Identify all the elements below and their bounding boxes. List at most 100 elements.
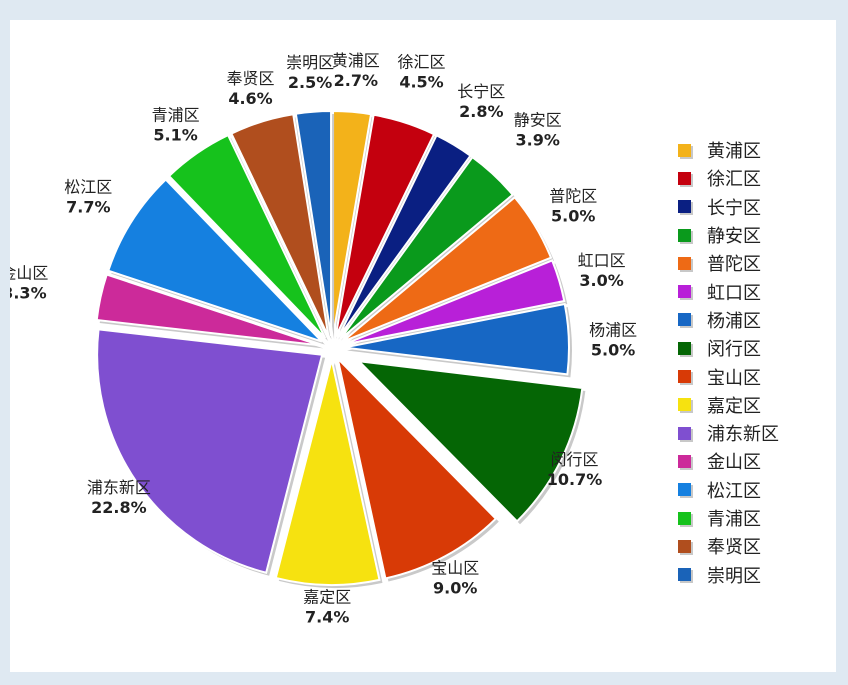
pie-slice <box>294 110 333 337</box>
pie-slice <box>336 355 498 580</box>
legend-swatch <box>678 511 691 525</box>
pie-slice <box>341 195 553 343</box>
pie-slices <box>95 110 586 588</box>
legend-label: 宝山区 <box>707 367 761 389</box>
slice-label-pct: 5.0% <box>591 340 635 359</box>
legend-swatch <box>678 370 691 384</box>
slice-label-name: 嘉定区 <box>303 588 351 607</box>
legend-item: 金山区 <box>678 447 828 475</box>
legend-item: 奉贤区 <box>678 532 828 560</box>
slice-label-pct: 3.3% <box>10 283 47 302</box>
legend: 黄浦区徐汇区长宁区静安区普陀区虹口区杨浦区闵行区宝山区嘉定区 浦东新区金山区松江区… <box>678 136 828 589</box>
slice-label-name: 虹口区 <box>578 251 626 270</box>
slice-label-pct: 3.9% <box>516 131 560 150</box>
slice-label-pct: 2.7% <box>334 71 378 90</box>
slice-label-name: 长宁区 <box>457 82 505 101</box>
legend-item: 长宁区 <box>678 193 828 221</box>
legend-swatch <box>678 285 691 299</box>
pie-slice <box>334 113 436 338</box>
slice-label-name: 宝山区 <box>431 559 479 578</box>
legend-label: 普陀区 <box>707 254 761 276</box>
legend-label: 长宁区 <box>707 197 761 219</box>
legend-swatch <box>678 483 691 497</box>
legend-label: 徐汇区 <box>707 169 761 191</box>
pie-slice <box>95 273 321 347</box>
legend-swatch <box>678 426 691 440</box>
legend-label: 静安区 <box>707 226 761 248</box>
slice-label-pct: 3.0% <box>579 271 623 290</box>
slice-label-name: 金山区 <box>10 263 48 282</box>
slice-label-pct: 9.0% <box>433 579 477 598</box>
legend-swatch <box>678 568 691 582</box>
pie-slice <box>339 155 515 340</box>
pie-slice <box>274 359 381 586</box>
chart-panel: 黄浦区 2.7% 徐汇区 4.5% 长宁区 2.8% 静安区 3.9% 普陀区 5.0% 虹口区 3.… <box>10 20 836 672</box>
pie-slice <box>107 178 323 343</box>
legend-item: 松江区 <box>678 476 828 504</box>
legend-label: 杨浦区 <box>707 310 761 332</box>
legend-item: 嘉定区 <box>678 391 828 419</box>
legend-item: 崇明区 <box>678 560 828 588</box>
legend-swatch <box>678 256 691 270</box>
pie-slice <box>343 259 566 346</box>
slice-label-name: 青浦区 <box>152 105 200 124</box>
legend-label: 奉贤区 <box>707 537 761 559</box>
legend-item: 虹口区 <box>678 277 828 305</box>
slice-label-name: 松江区 <box>64 177 112 196</box>
slice-label-pct: 7.4% <box>305 608 349 627</box>
slice-label-name: 黄浦区 <box>332 51 380 70</box>
legend-swatch <box>678 171 691 185</box>
legend-swatch <box>678 539 691 553</box>
legend-swatch <box>678 398 691 412</box>
slice-label-pct: 5.0% <box>551 206 595 225</box>
legend-swatch <box>678 454 691 468</box>
slice-label-pct: 22.8% <box>91 498 147 517</box>
slice-label-name: 徐汇区 <box>397 53 445 72</box>
slice-label-pct: 10.7% <box>547 470 603 489</box>
slice-label-name: 杨浦区 <box>589 320 637 339</box>
pie-slice <box>332 110 373 337</box>
slice-label-name: 浦东新区 <box>87 478 151 497</box>
legend-label: 松江区 <box>707 480 761 502</box>
pie-slice <box>343 302 570 376</box>
legend-item: 静安区 <box>678 221 828 249</box>
legend-swatch <box>678 313 691 327</box>
pie-slice <box>96 328 324 574</box>
legend-label: 嘉定区 <box>707 395 761 417</box>
legend-label: 青浦区 <box>707 509 761 530</box>
slice-label-pct: 2.8% <box>459 102 503 121</box>
pie-slice <box>337 134 472 339</box>
legend-label: 崇明区 <box>707 565 761 587</box>
slice-label-pct: 4.6% <box>228 89 272 108</box>
legend-item: 闵行区 <box>678 334 828 362</box>
legend-item: 黄浦区 <box>678 136 828 164</box>
slice-label-pct: 2.5% <box>288 73 332 92</box>
legend-item: 杨浦区 <box>678 306 828 334</box>
slice-label-name: 奉贤区 <box>226 69 274 88</box>
legend-swatch <box>678 143 691 157</box>
slice-label-name: 闵行区 <box>550 450 598 469</box>
slice-label-pct: 4.5% <box>399 73 443 92</box>
legend-label: 黄浦区 <box>707 141 761 163</box>
legend-label: 金山区 <box>707 452 761 474</box>
slice-label-name: 崇明区 <box>286 53 334 72</box>
legend-item: 徐汇区 <box>678 164 828 192</box>
pie-slice <box>230 113 330 337</box>
slice-label-pct: 5.1% <box>153 125 197 144</box>
legend-item: 青浦区 <box>678 504 828 532</box>
slice-label-pct: 7.7% <box>66 197 110 216</box>
legend-item: 浦东新区 <box>678 419 828 447</box>
legend-item: 宝山区 <box>678 362 828 390</box>
slice-label-name: 普陀区 <box>549 186 597 205</box>
legend-item: 普陀区 <box>678 249 828 277</box>
pie-slice <box>167 133 327 339</box>
legend-label: 闵行区 <box>707 339 761 361</box>
pie-slice <box>356 359 584 523</box>
slice-label-name: 静安区 <box>514 111 562 130</box>
legend-swatch <box>678 200 691 214</box>
legend-label: 虹口区 <box>707 282 761 304</box>
legend-swatch <box>678 228 691 242</box>
legend-swatch <box>678 341 691 355</box>
